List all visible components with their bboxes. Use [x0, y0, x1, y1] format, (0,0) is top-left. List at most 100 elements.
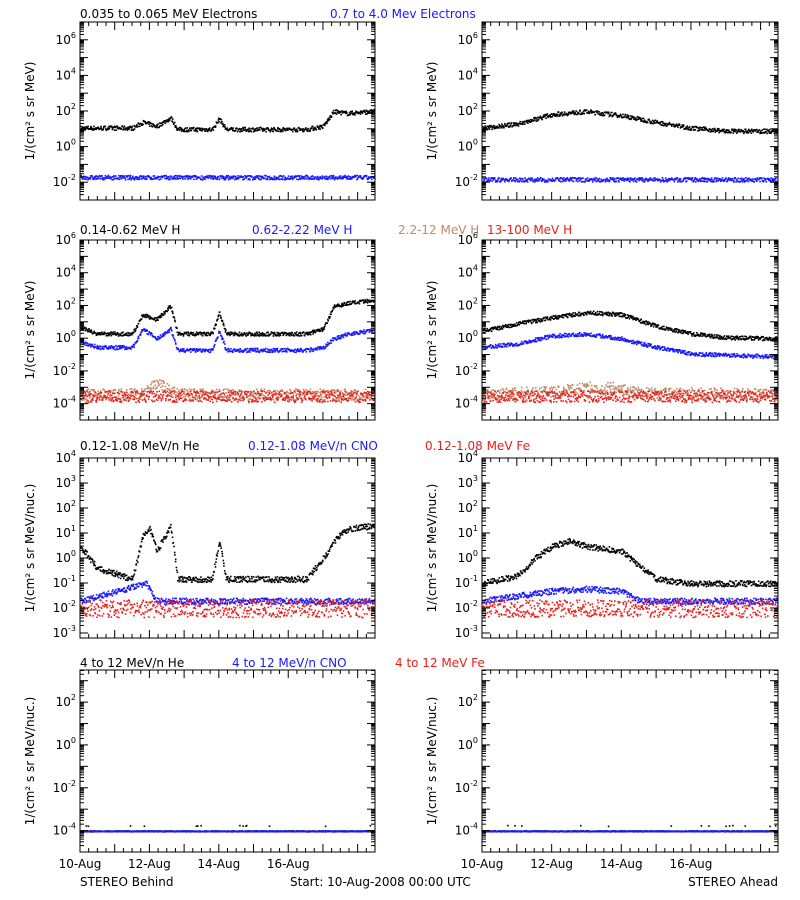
y-tick-label: 10-4 — [53, 395, 76, 411]
y-tick-label: 104 — [56, 264, 76, 280]
panel-row2-ahead: 10-3 10-2 10-1 100 101 102 103 104 1/(cm² s sr M… — [425, 449, 779, 640]
data-series — [482, 585, 778, 605]
y-tick-label: 102 — [458, 102, 478, 118]
footer-right-label: STEREO Ahead — [688, 875, 778, 889]
legend-entry: 0.12-1.08 MeV/n CNO — [248, 439, 378, 453]
y-axis-label: 1/(cm² s sr MeV) — [23, 281, 37, 380]
y-tick-label: 103 — [56, 474, 76, 490]
data-series — [80, 390, 375, 404]
y-axis-label: 1/(cm² s sr MeV) — [23, 62, 37, 161]
data-series — [482, 538, 778, 588]
panel-row0-ahead: 10-2 100 102 104 106 1/(cm² s sr MeV) — [425, 21, 779, 201]
y-tick-label: 10-1 — [455, 574, 478, 590]
y-tick-label: 102 — [56, 499, 76, 515]
y-tick-label: 10-2 — [53, 173, 76, 189]
y-tick-label: 101 — [458, 524, 478, 540]
legend-entry: 4 to 12 MeV/n CNO — [232, 656, 347, 670]
legend-entry: 2.2-12 MeV H — [398, 223, 479, 237]
y-tick-label: 102 — [458, 693, 478, 709]
plot-frame — [481, 21, 779, 201]
y-tick-label: 10-4 — [455, 822, 478, 838]
data-series — [482, 830, 778, 833]
plot-frame — [79, 21, 376, 201]
data-series — [80, 599, 375, 619]
y-tick-label: 104 — [56, 449, 76, 465]
data-series — [80, 174, 375, 181]
data-series — [482, 109, 778, 135]
y-tick-label: 104 — [458, 264, 478, 280]
y-tick-label: 102 — [458, 296, 478, 312]
y-tick-label: 104 — [458, 449, 478, 465]
plot-frame — [481, 669, 779, 853]
legend-entry: 4 to 12 MeV/n He — [80, 656, 184, 670]
panel-row2-behind: 10-3 10-2 10-1 100 101 102 103 104 1/(cm² s sr M… — [23, 449, 376, 640]
x-tick-label: 12-Aug — [128, 857, 171, 871]
footer-center-label: Start: 10-Aug-2008 00:00 UTC — [290, 875, 471, 889]
legend-entry: 0.035 to 0.065 MeV Electrons — [80, 7, 257, 21]
data-series — [482, 331, 778, 360]
y-axis-label: 1/(cm² s sr MeV/nuc.) — [23, 484, 37, 613]
x-tick-label: 16-Aug — [670, 857, 713, 871]
data-series — [482, 310, 778, 342]
y-tick-label: 106 — [458, 31, 478, 47]
x-tick-label: 16-Aug — [267, 857, 310, 871]
y-tick-label: 10-3 — [53, 624, 76, 640]
y-tick-label: 100 — [458, 138, 478, 154]
y-axis-label: 1/(cm² s sr MeV/nuc.) — [425, 484, 439, 613]
panel-row3-ahead: 10-4 10-2 100 102 10-Aug 12-Aug 14-Aug 16-Aug 1/… — [425, 669, 779, 871]
y-tick-label: 10-4 — [455, 395, 478, 411]
y-tick-label: 10-2 — [53, 362, 76, 378]
footer-left-label: STEREO Behind — [80, 875, 174, 889]
legend-entry: 0.62-2.22 MeV H — [252, 223, 352, 237]
y-tick-label: 10-2 — [455, 173, 478, 189]
y-axis-label: 1/(cm² s sr MeV) — [425, 62, 439, 161]
plot-frame — [481, 457, 779, 639]
data-series — [80, 523, 375, 584]
y-tick-label: 100 — [56, 736, 76, 752]
data-series — [482, 390, 778, 404]
y-tick-label: 106 — [458, 231, 478, 247]
legend-entry: 0.14-0.62 MeV H — [80, 223, 180, 237]
y-tick-label: 102 — [458, 499, 478, 515]
panel-row1-behind: 10-4 10-2 100 102 104 106 1/(cm² s sr MeV) — [23, 231, 376, 421]
y-tick-label: 100 — [458, 549, 478, 565]
y-tick-label: 10-4 — [53, 822, 76, 838]
legend-entry: 0.12-1.08 MeV/n He — [80, 439, 199, 453]
panel-row1-ahead: 10-4 10-2 100 102 104 106 1/(cm² s sr MeV) — [425, 231, 779, 421]
y-axis-label: 1/(cm² s sr MeV/nuc.) — [23, 697, 37, 826]
data-series — [80, 830, 375, 833]
legend-entry: 0.7 to 4.0 Mev Electrons — [330, 7, 476, 21]
x-tick-label: 14-Aug — [600, 857, 643, 871]
plot-frame — [79, 669, 376, 853]
panel-row3-behind: 10-4 10-2 100 102 10-Aug 12-Aug 14-Aug 16-Aug 1/… — [23, 669, 376, 871]
y-tick-label: 102 — [56, 296, 76, 312]
y-tick-label: 100 — [56, 138, 76, 154]
legend-entry: 0.12-1.08 MeV Fe — [425, 439, 530, 453]
x-tick-label: 10-Aug — [461, 857, 504, 871]
data-series — [80, 326, 375, 354]
y-tick-label: 10-2 — [53, 779, 76, 795]
data-series — [80, 109, 375, 133]
x-tick-label: 14-Aug — [197, 857, 240, 871]
data-series — [482, 599, 778, 619]
y-axis-label: 1/(cm² s sr MeV) — [425, 281, 439, 380]
panel-row0-behind: 10-2 100 102 104 106 1/(cm² s sr MeV) — [23, 21, 376, 201]
y-tick-label: 106 — [56, 231, 76, 247]
y-axis-label: 1/(cm² s sr MeV/nuc.) — [425, 697, 439, 826]
y-tick-label: 10-1 — [53, 574, 76, 590]
y-tick-label: 104 — [458, 66, 478, 82]
data-series — [80, 298, 375, 337]
x-tick-label: 12-Aug — [530, 857, 573, 871]
y-tick-label: 100 — [56, 329, 76, 345]
y-tick-label: 100 — [56, 549, 76, 565]
y-tick-label: 10-2 — [455, 599, 478, 615]
y-tick-label: 104 — [56, 66, 76, 82]
y-tick-label: 10-3 — [455, 624, 478, 640]
y-tick-label: 106 — [56, 31, 76, 47]
y-tick-label: 101 — [56, 524, 76, 540]
y-tick-label: 100 — [458, 329, 478, 345]
y-tick-label: 10-2 — [455, 362, 478, 378]
y-tick-label: 102 — [56, 693, 76, 709]
y-tick-label: 103 — [458, 474, 478, 490]
